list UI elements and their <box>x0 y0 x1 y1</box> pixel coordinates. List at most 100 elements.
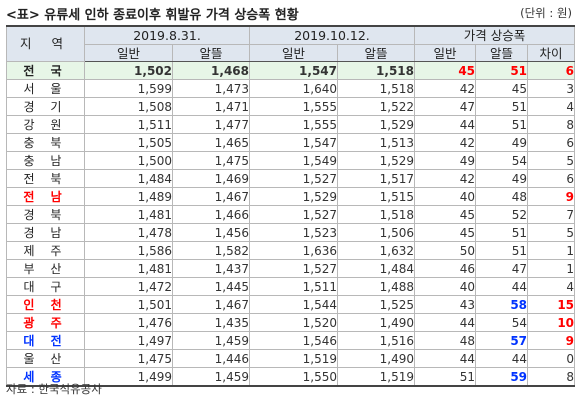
sub-header: 알뜰 <box>172 44 250 62</box>
sub-header: 차이 <box>527 44 576 62</box>
value-cell: 42 <box>414 79 477 98</box>
region-cell: 인 천 <box>6 295 85 314</box>
value-cell: 45 <box>414 61 477 80</box>
value-cell: 6 <box>527 169 576 188</box>
value-cell: 1,586 <box>84 241 173 260</box>
value-cell: 1,466 <box>172 205 250 224</box>
value-cell: 1,520 <box>249 313 338 332</box>
value-cell: 1,546 <box>249 331 338 350</box>
table-row: 부 산 1,481 1,437 1,527 1,484 46 47 1 <box>6 259 576 278</box>
value-cell: 1,475 <box>172 151 250 170</box>
value-cell: 1,636 <box>249 241 338 260</box>
value-cell: 44 <box>414 313 477 332</box>
region-cell: 충 남 <box>6 151 85 170</box>
value-cell: 1,505 <box>84 133 173 152</box>
value-cell: 7 <box>527 205 576 224</box>
region-cell: 경 북 <box>6 205 85 224</box>
value-cell: 45 <box>414 223 477 242</box>
value-cell: 50 <box>414 241 477 260</box>
value-cell: 1,497 <box>84 331 173 350</box>
region-cell: 강 원 <box>6 115 85 134</box>
value-cell: 57 <box>475 331 529 350</box>
value-cell: 9 <box>527 331 576 350</box>
value-cell: 1,511 <box>249 277 338 296</box>
table-row: 충 남 1,500 1,475 1,549 1,529 49 54 5 <box>6 151 576 170</box>
table-row: 전 남 1,489 1,467 1,529 1,515 40 48 9 <box>6 187 576 206</box>
value-cell: 1,481 <box>84 259 173 278</box>
unit-label: (단위 : 원) <box>520 6 572 20</box>
value-cell: 1,500 <box>84 151 173 170</box>
region-cell: 경 남 <box>6 223 85 242</box>
value-cell: 1,632 <box>336 241 416 260</box>
value-cell: 58 <box>475 295 529 314</box>
group-header-oct: 2019.10.12. <box>248 25 416 45</box>
value-cell: 1,459 <box>172 367 250 387</box>
value-cell: 1,472 <box>84 277 173 296</box>
value-cell: 1,476 <box>84 313 173 332</box>
value-cell: 6 <box>527 61 576 80</box>
value-cell: 51 <box>475 61 529 80</box>
value-cell: 1,484 <box>84 169 173 188</box>
value-cell: 1,468 <box>172 61 250 80</box>
value-cell: 1,522 <box>336 97 416 116</box>
value-cell: 1,445 <box>172 277 250 296</box>
value-cell: 1,518 <box>336 79 416 98</box>
sub-header: 일반 <box>249 44 338 62</box>
header-row-sub: 일반 알뜰 일반 알뜰 일반 알뜰 차이 <box>7 44 576 62</box>
value-cell: 1,506 <box>336 223 416 242</box>
region-cell: 전 국 <box>6 61 85 80</box>
value-cell: 1,517 <box>336 169 416 188</box>
value-cell: 5 <box>527 151 576 170</box>
value-cell: 46 <box>414 259 477 278</box>
value-cell: 1,511 <box>84 115 173 134</box>
value-cell: 44 <box>414 115 477 134</box>
header-row-groups: 지 역 2019.8.31. 2019.10.12. 가격 상승폭 <box>6 25 576 62</box>
value-cell: 1,473 <box>172 79 250 98</box>
price-table: 지 역 2019.8.31. 2019.10.12. 가격 상승폭 일반 알뜰 … <box>6 25 576 387</box>
source-note: 자료 : 한국석유공사 <box>6 382 102 396</box>
table-row: 강 원 1,511 1,477 1,555 1,529 44 51 8 <box>6 115 576 134</box>
value-cell: 1,489 <box>84 187 173 206</box>
region-cell: 광 주 <box>6 313 85 332</box>
value-cell: 51 <box>475 97 529 116</box>
value-cell: 1 <box>527 241 576 260</box>
value-cell: 1,516 <box>336 331 416 350</box>
title-row: <표> 유류세 인하 종료이후 휘발유 가격 상승폭 현황 (단위 : 원) <box>6 4 574 24</box>
value-cell: 1,518 <box>336 61 416 80</box>
region-cell: 울 산 <box>6 349 85 368</box>
region-cell: 전 북 <box>6 169 85 188</box>
value-cell: 51 <box>475 115 529 134</box>
table-row: 세 종 1,499 1,459 1,550 1,519 51 59 8 <box>6 367 576 387</box>
value-cell: 1,582 <box>172 241 250 260</box>
table-row: 인 천 1,501 1,467 1,544 1,525 43 58 15 <box>6 295 576 314</box>
table-row-total: 전 국 1,502 1,468 1,547 1,518 45 51 6 <box>6 61 576 80</box>
value-cell: 9 <box>527 187 576 206</box>
value-cell: 59 <box>475 367 529 387</box>
value-cell: 1,484 <box>336 259 416 278</box>
value-cell: 1,488 <box>336 277 416 296</box>
sub-header: 일반 <box>84 44 173 62</box>
value-cell: 43 <box>414 295 477 314</box>
value-cell: 44 <box>414 349 477 368</box>
table-row: 대 구 1,472 1,445 1,511 1,488 40 44 4 <box>6 277 576 296</box>
table-row: 서 울 1,599 1,473 1,640 1,518 42 45 3 <box>6 79 576 98</box>
value-cell: 1,550 <box>249 367 338 387</box>
table-row: 대 전 1,497 1,459 1,546 1,516 48 57 9 <box>6 331 576 350</box>
region-cell: 제 주 <box>6 241 85 260</box>
value-cell: 6 <box>527 133 576 152</box>
table-row: 충 북 1,505 1,465 1,547 1,513 42 49 6 <box>6 133 576 152</box>
value-cell: 1,515 <box>336 187 416 206</box>
value-cell: 1,437 <box>172 259 250 278</box>
value-cell: 1,518 <box>336 205 416 224</box>
value-cell: 8 <box>527 367 576 387</box>
value-cell: 1,523 <box>249 223 338 242</box>
value-cell: 54 <box>475 151 529 170</box>
value-cell: 1,477 <box>172 115 250 134</box>
sub-header: 알뜰 <box>336 44 416 62</box>
value-cell: 1,446 <box>172 349 250 368</box>
table-row: 경 북 1,481 1,466 1,527 1,518 45 52 7 <box>6 205 576 224</box>
value-cell: 1,513 <box>336 133 416 152</box>
value-cell: 15 <box>527 295 576 314</box>
value-cell: 10 <box>527 313 576 332</box>
value-cell: 1,459 <box>172 331 250 350</box>
